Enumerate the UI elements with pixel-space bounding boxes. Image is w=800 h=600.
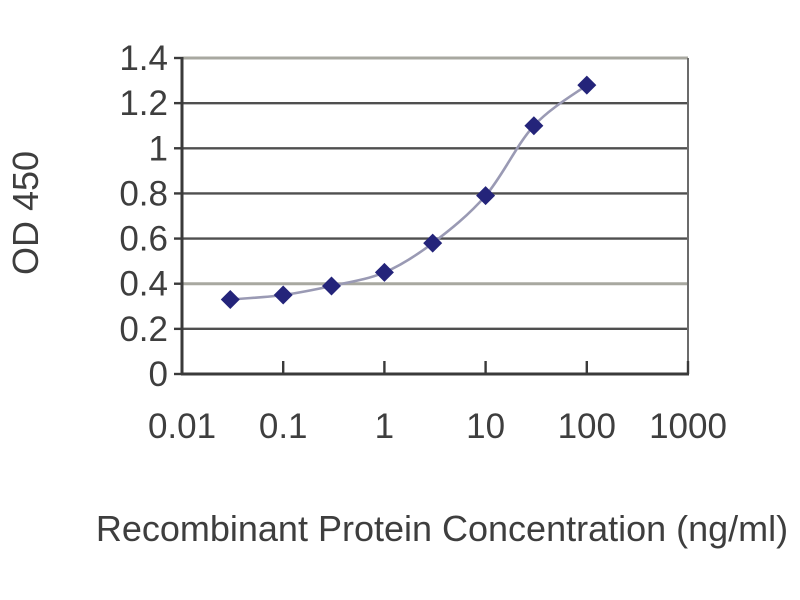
x-tick-label: 1 <box>375 407 394 446</box>
y-tick-label: 0.8 <box>119 174 168 213</box>
data-point-marker <box>577 75 597 95</box>
y-tick-label: 1.4 <box>119 39 168 78</box>
x-axis-tick-labels: 0.01 0.1 1 10 100 1000 <box>148 407 727 446</box>
gridlines <box>182 56 688 331</box>
data-point-marker <box>423 233 443 253</box>
data-point-marker <box>374 262 394 282</box>
y-tick-label: 1.2 <box>119 84 168 123</box>
x-axis-tick-marks <box>180 361 690 374</box>
data-point-marker <box>273 285 293 305</box>
y-tick-label: 0.6 <box>119 220 168 259</box>
y-tick-label: 0 <box>149 355 168 394</box>
y-tick-label: 0.4 <box>119 265 168 304</box>
x-tick-label: 0.1 <box>259 407 308 446</box>
y-tick-label: 1 <box>149 129 168 168</box>
data-series <box>220 75 597 310</box>
axes <box>180 57 689 376</box>
y-tick-label: 0.2 <box>119 310 168 349</box>
x-axis-title: Recombinant Protein Concentration (ng/ml… <box>96 508 788 549</box>
data-point-marker <box>524 116 544 136</box>
data-point-marker <box>476 186 496 206</box>
x-tick-label: 0.01 <box>148 407 216 446</box>
data-point-marker <box>220 290 240 310</box>
x-tick-label: 100 <box>558 407 616 446</box>
y-axis-tick-marks <box>174 56 182 376</box>
y-axis-title: OD 450 <box>5 151 46 275</box>
x-tick-label: 1000 <box>649 407 727 446</box>
data-point-marker <box>321 276 341 296</box>
y-axis-tick-labels: 0 0.2 0.4 0.6 0.8 1 1.2 1.4 <box>119 39 168 394</box>
x-tick-label: 10 <box>466 407 505 446</box>
